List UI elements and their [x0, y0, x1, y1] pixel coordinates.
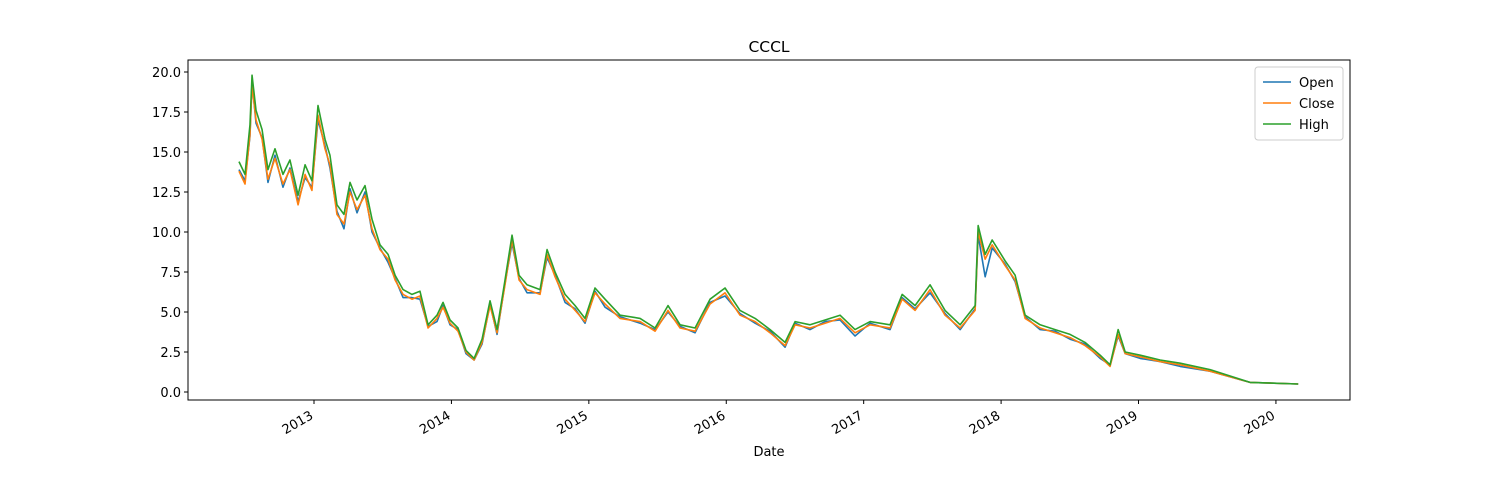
- legend-label: Close: [1299, 97, 1334, 112]
- y-tick-label: 12.5: [152, 186, 181, 201]
- x-tick-label: 2017: [830, 408, 866, 438]
- legend-label: High: [1299, 118, 1329, 133]
- series-line: [238, 74, 1299, 385]
- plot-frame: [187, 59, 1351, 401]
- x-tick-label: 2015: [555, 408, 591, 438]
- y-tick-label: 2.5: [160, 346, 181, 361]
- y-tick-label: 0.0: [160, 386, 181, 401]
- x-axis-label: Date: [753, 445, 784, 460]
- x-tick-label: 2019: [1104, 408, 1140, 438]
- x-tick-label: 2020: [1242, 408, 1278, 438]
- legend-box: [1254, 66, 1344, 141]
- chart-title: CCCL: [748, 38, 789, 56]
- y-tick-label: 20.0: [152, 66, 181, 81]
- series-line: [238, 84, 1299, 385]
- y-tick-label: 17.5: [152, 106, 181, 121]
- y-tick-label: 7.5: [160, 266, 181, 281]
- legend-label: Open: [1299, 76, 1334, 91]
- x-tick-label: 2013: [280, 408, 316, 438]
- x-tick-label: 2016: [692, 408, 728, 438]
- x-tick-label: 2018: [967, 408, 1003, 438]
- x-tick-label: 2014: [417, 408, 453, 438]
- y-tick-label: 10.0: [152, 226, 181, 241]
- y-tick-label: 15.0: [152, 146, 181, 161]
- y-tick-label: 5.0: [160, 306, 181, 321]
- series-line: [238, 80, 1299, 385]
